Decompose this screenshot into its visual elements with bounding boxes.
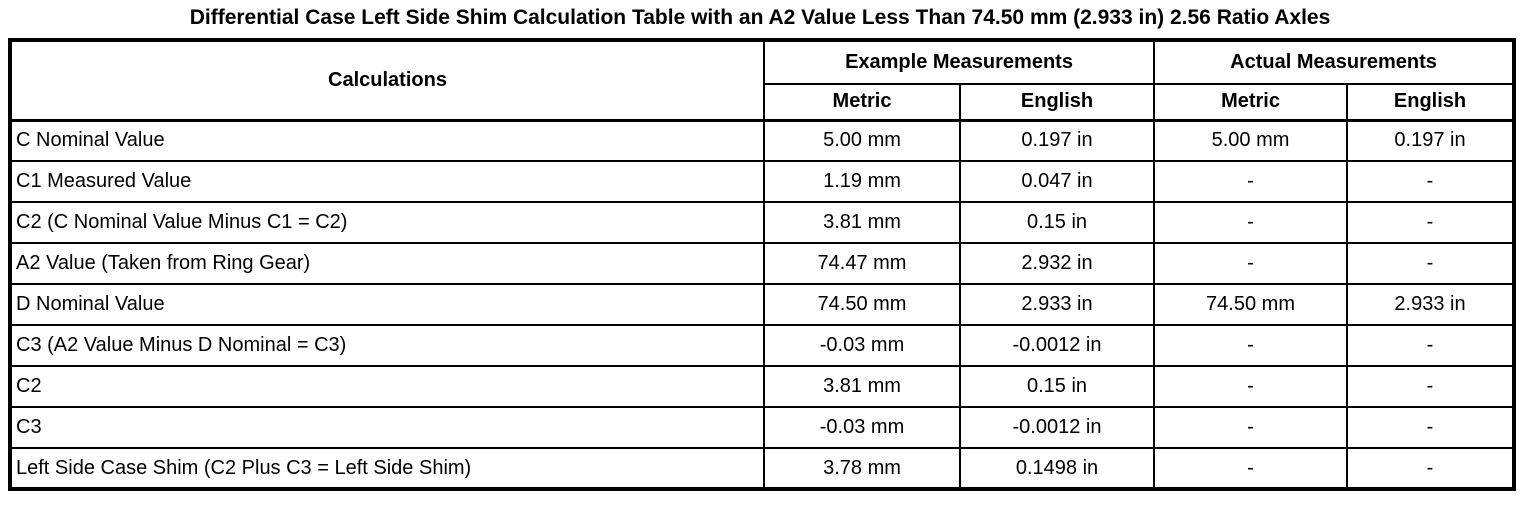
actual-metric-cell: - [1153,242,1349,285]
header-actual-metric: Metric [1153,83,1349,121]
actual-english-cell: - [1346,160,1516,203]
example-metric-cell: 3.81 mm [763,201,961,244]
actual-english-cell: - [1346,324,1516,367]
header-actual-measurements: Actual Measurements [1153,39,1516,85]
actual-metric-cell: - [1153,324,1349,367]
table-row: C1 Measured Value 1.19 mm 0.047 in - - [9,160,1516,203]
example-metric-cell: 74.50 mm [763,283,961,326]
calc-label-cell: C3 (A2 Value Minus D Nominal = C3) [9,324,765,367]
actual-metric-cell: - [1153,201,1349,244]
actual-metric-cell: 74.50 mm [1153,283,1349,326]
example-english-cell: 2.932 in [958,242,1156,285]
actual-metric-cell: - [1153,365,1349,408]
actual-english-cell: - [1346,242,1516,285]
shim-calculation-table: Calculations Example Measurements Actual… [8,38,1517,491]
table-body: C Nominal Value 5.00 mm 0.197 in 5.00 mm… [9,119,1516,490]
example-english-cell: -0.0012 in [958,406,1156,449]
example-metric-cell: -0.03 mm [763,324,961,367]
actual-metric-cell: - [1153,447,1349,490]
calc-label-cell: C2 [9,365,765,408]
example-english-cell: 0.197 in [958,119,1156,162]
table-header: Calculations Example Measurements Actual… [9,39,1516,121]
actual-metric-cell: - [1153,160,1349,203]
actual-english-cell: - [1346,406,1516,449]
example-metric-cell: 3.78 mm [763,447,961,490]
example-english-cell: 0.1498 in [958,447,1156,490]
header-example-english: English [958,83,1156,121]
header-calculations: Calculations [9,39,765,121]
example-metric-cell: 1.19 mm [763,160,961,203]
calc-label-cell: D Nominal Value [9,283,765,326]
table-row: C3 (A2 Value Minus D Nominal = C3) -0.03… [9,324,1516,367]
example-english-cell: 0.15 in [958,365,1156,408]
header-example-measurements: Example Measurements [762,39,1156,85]
header-group-row: Calculations Example Measurements Actual… [9,39,1516,121]
calc-label-cell: A2 Value (Taken from Ring Gear) [9,242,765,285]
actual-metric-cell: 5.00 mm [1153,119,1349,162]
header-actual-english: English [1346,83,1516,121]
actual-english-cell: 0.197 in [1346,119,1516,162]
actual-english-cell: - [1346,365,1516,408]
actual-metric-cell: - [1153,406,1349,449]
example-english-cell: 0.15 in [958,201,1156,244]
table-row: A2 Value (Taken from Ring Gear) 74.47 mm… [9,242,1516,285]
calc-label-cell: C1 Measured Value [9,160,765,203]
header-unit-row: Metric English Metric English [10,83,1516,121]
table-row: C Nominal Value 5.00 mm 0.197 in 5.00 mm… [9,119,1516,162]
table-row: Left Side Case Shim (C2 Plus C3 = Left S… [9,447,1516,490]
example-metric-cell: 74.47 mm [763,242,961,285]
example-english-cell: 2.933 in [958,283,1156,326]
calc-label-cell: C3 [9,406,765,449]
actual-english-cell: - [1346,447,1516,490]
table-row: C3 -0.03 mm -0.0012 in - - [9,406,1516,449]
page-title: Differential Case Left Side Shim Calcula… [189,6,1331,29]
example-metric-cell: 3.81 mm [763,365,961,408]
example-english-cell: 0.047 in [958,160,1156,203]
actual-english-cell: 2.933 in [1346,283,1516,326]
example-metric-cell: 5.00 mm [763,119,961,162]
header-example-metric: Metric [763,83,961,121]
table-row: C2 (C Nominal Value Minus C1 = C2) 3.81 … [9,201,1516,244]
table-row: D Nominal Value 74.50 mm 2.933 in 74.50 … [9,283,1516,326]
example-metric-cell: -0.03 mm [763,406,961,449]
example-english-cell: -0.0012 in [958,324,1156,367]
actual-english-cell: - [1346,201,1516,244]
calc-label-cell: Left Side Case Shim (C2 Plus C3 = Left S… [9,447,765,490]
calc-label-cell: C2 (C Nominal Value Minus C1 = C2) [9,201,765,244]
table-row: C2 3.81 mm 0.15 in - - [9,365,1516,408]
calc-label-cell: C Nominal Value [9,119,765,162]
